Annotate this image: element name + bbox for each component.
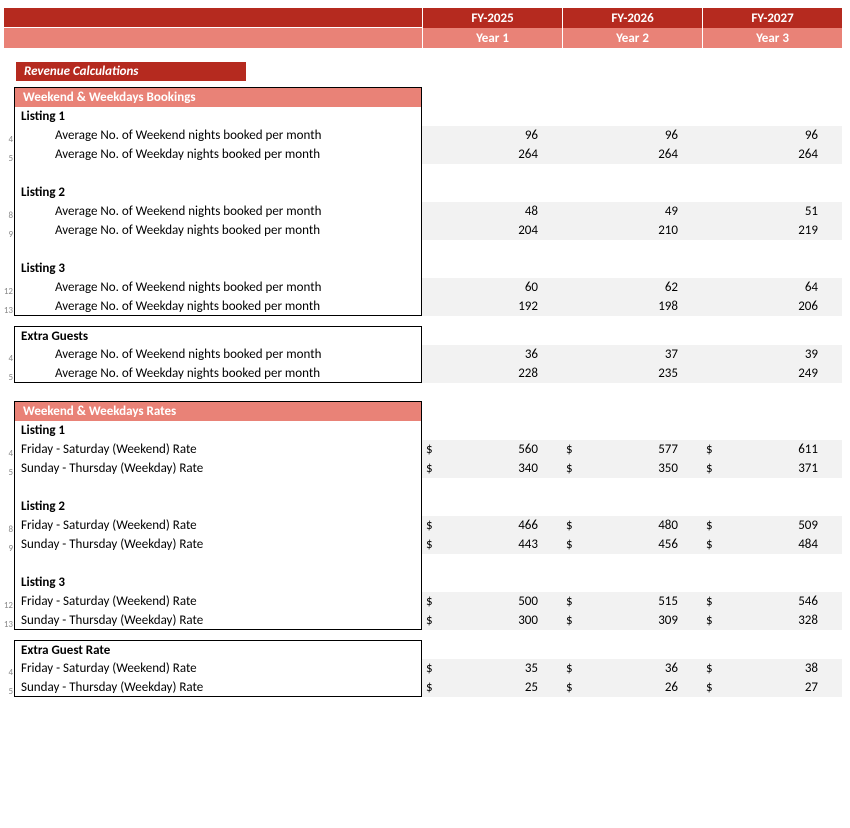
listing-name: Listing 3 <box>14 259 422 278</box>
listing-name: Listing 2 <box>14 497 422 516</box>
cell: $27 <box>702 678 842 697</box>
rate-label: Sunday - Thursday (Weekday) Rate <box>14 678 422 697</box>
cell: 264 <box>562 145 702 164</box>
extra-rate-title: Extra Guest Rate <box>14 640 422 659</box>
cell: 264 <box>422 145 562 164</box>
cell: $466 <box>422 516 562 535</box>
header-fy-1: FY-2025 <box>422 8 562 28</box>
cell: 264 <box>702 145 842 164</box>
cell: 219 <box>702 221 842 240</box>
header-fy-row: FY-2025 FY-2026 FY-2027 <box>4 8 840 28</box>
header-left-blank <box>4 8 422 28</box>
cell: $371 <box>702 459 842 478</box>
cell: 192 <box>422 297 562 316</box>
header-year-2: Year 2 <box>562 28 702 48</box>
cell: 204 <box>422 221 562 240</box>
cell: 49 <box>562 202 702 221</box>
rate-label: Friday - Saturday (Weekend) Rate <box>14 516 422 535</box>
listing-name: Listing 3 <box>14 573 422 592</box>
cell: $443 <box>422 535 562 554</box>
metric-label: Average No. of Weekday nights booked per… <box>14 297 422 316</box>
cell: 96 <box>562 126 702 145</box>
metric-label: Average No. of Weekday nights booked per… <box>14 364 422 383</box>
rate-label: Friday - Saturday (Weekend) Rate <box>14 659 422 678</box>
header-year-row: Year 1 Year 2 Year 3 <box>4 28 840 48</box>
rate-label: Friday - Saturday (Weekend) Rate <box>14 440 422 459</box>
header-fy-3: FY-2027 <box>702 8 842 28</box>
cell: $456 <box>562 535 702 554</box>
cell: $25 <box>422 678 562 697</box>
cell: 96 <box>702 126 842 145</box>
header-fy-2: FY-2026 <box>562 8 702 28</box>
metric-label: Average No. of Weekday nights booked per… <box>14 145 422 164</box>
cell: 60 <box>422 278 562 297</box>
cell: $309 <box>562 611 702 630</box>
cell: $515 <box>562 592 702 611</box>
cell: 198 <box>562 297 702 316</box>
bookings-section: Weekend & Weekdays Bookings Listing 1 4A… <box>4 87 840 383</box>
cell: $38 <box>702 659 842 678</box>
cell: 64 <box>702 278 842 297</box>
cell: $328 <box>702 611 842 630</box>
rate-label: Sunday - Thursday (Weekday) Rate <box>14 611 422 630</box>
cell: 51 <box>702 202 842 221</box>
cell: $500 <box>422 592 562 611</box>
cell: 39 <box>702 345 842 364</box>
header-left-blank2 <box>4 28 422 48</box>
header-year-3: Year 3 <box>702 28 842 48</box>
metric-label: Average No. of Weekend nights booked per… <box>14 278 422 297</box>
rates-title: Weekend & Weekdays Rates <box>14 401 422 421</box>
metric-label: Average No. of Weekend nights booked per… <box>14 202 422 221</box>
cell: 228 <box>422 364 562 383</box>
cell: $484 <box>702 535 842 554</box>
cell: $350 <box>562 459 702 478</box>
metric-label: Average No. of Weekday nights booked per… <box>14 221 422 240</box>
cell: $35 <box>422 659 562 678</box>
cell: $340 <box>422 459 562 478</box>
cell: 235 <box>562 364 702 383</box>
cell: 62 <box>562 278 702 297</box>
rate-label: Sunday - Thursday (Weekday) Rate <box>14 459 422 478</box>
cell: $546 <box>702 592 842 611</box>
rate-label: Sunday - Thursday (Weekday) Rate <box>14 535 422 554</box>
rates-section: Weekend & Weekdays Rates Listing 1 4Frid… <box>4 401 840 697</box>
cell: 96 <box>422 126 562 145</box>
cell: $560 <box>422 440 562 459</box>
cell: $26 <box>562 678 702 697</box>
listing-name: Listing 2 <box>14 183 422 202</box>
extra-guests-title: Extra Guests <box>14 326 422 345</box>
cell: $480 <box>562 516 702 535</box>
cell: 37 <box>562 345 702 364</box>
metric-label: Average No. of Weekend nights booked per… <box>14 126 422 145</box>
cell: 206 <box>702 297 842 316</box>
cell: 210 <box>562 221 702 240</box>
header-year-1: Year 1 <box>422 28 562 48</box>
metric-label: Average No. of Weekend nights booked per… <box>14 345 422 364</box>
section-banner-revenue: Revenue Calculations <box>16 62 246 81</box>
cell: 48 <box>422 202 562 221</box>
cell: 249 <box>702 364 842 383</box>
cell: 36 <box>422 345 562 364</box>
bookings-title: Weekend & Weekdays Bookings <box>14 87 422 107</box>
listing-name: Listing 1 <box>14 107 422 126</box>
cell: $300 <box>422 611 562 630</box>
cell: $611 <box>702 440 842 459</box>
listing-name: Listing 1 <box>14 421 422 440</box>
rate-label: Friday - Saturday (Weekend) Rate <box>14 592 422 611</box>
cell: $509 <box>702 516 842 535</box>
cell: $36 <box>562 659 702 678</box>
cell: $577 <box>562 440 702 459</box>
